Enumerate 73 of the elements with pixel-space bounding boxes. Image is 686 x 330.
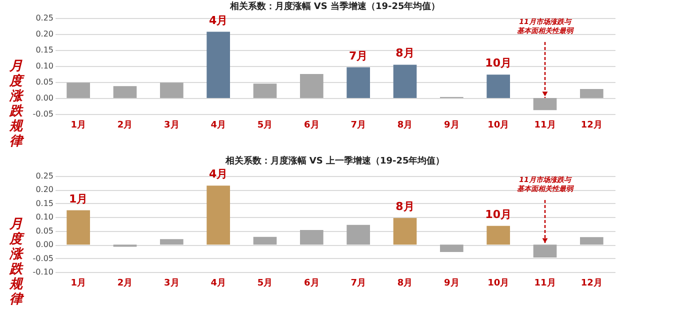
y-tick-label: 0.20 bbox=[36, 185, 54, 194]
y-tick-label: -0.05 bbox=[32, 110, 54, 118]
x-tick-label: 10月 bbox=[488, 278, 510, 288]
chart-title: 相关系数：月度涨幅 VS 当季增速（19-25年均值） bbox=[228, 1, 440, 12]
bar bbox=[393, 64, 417, 98]
y-tick-label: 0.00 bbox=[36, 240, 54, 250]
x-tick-label: 6月 bbox=[304, 278, 320, 288]
y-tick-label: 0.25 bbox=[36, 172, 54, 180]
y-tick-label: -0.10 bbox=[32, 268, 54, 276]
bar bbox=[346, 67, 370, 98]
bar bbox=[160, 82, 184, 98]
bar bbox=[66, 82, 90, 98]
annotation: 10月 bbox=[485, 208, 512, 221]
annotation: 4月 bbox=[209, 168, 228, 181]
y-tick-label: -0.05 bbox=[32, 254, 54, 263]
y-tick-label: 0.10 bbox=[36, 62, 54, 70]
annotation: 8月 bbox=[396, 200, 414, 213]
annotation: 4月 bbox=[209, 14, 228, 27]
x-tick-label: 12月 bbox=[580, 278, 602, 288]
bar bbox=[253, 236, 277, 245]
bar bbox=[533, 244, 557, 258]
x-tick-label: 7月 bbox=[350, 120, 366, 130]
bar bbox=[300, 230, 324, 245]
y-axis-title: 月度涨跌规律 bbox=[8, 217, 26, 307]
x-tick-label: 2月 bbox=[117, 278, 133, 288]
y-axis-title: 月度涨跌规律 bbox=[8, 59, 26, 149]
x-tick-label: 6月 bbox=[304, 120, 320, 130]
annotation: 1月 bbox=[69, 192, 88, 206]
bar bbox=[486, 74, 510, 98]
y-tick-label: 0.15 bbox=[36, 198, 54, 208]
bar bbox=[66, 210, 90, 245]
x-tick-label: 1月 bbox=[70, 120, 86, 130]
x-tick-label: 3月 bbox=[164, 278, 180, 288]
x-tick-label: 8月 bbox=[397, 278, 413, 288]
bar bbox=[346, 224, 370, 245]
x-tick-label: 5月 bbox=[257, 120, 273, 130]
bar bbox=[113, 86, 137, 98]
y-tick-label: 0.05 bbox=[36, 226, 54, 236]
bar bbox=[393, 218, 417, 245]
bar bbox=[253, 84, 277, 98]
x-tick-label: 4月 bbox=[210, 278, 226, 288]
annotation: 7月 bbox=[349, 49, 368, 62]
bar bbox=[486, 226, 510, 245]
x-tick-label: 7月 bbox=[350, 278, 366, 288]
x-tick-label: 11月 bbox=[534, 120, 556, 130]
x-tick-label: 9月 bbox=[444, 278, 460, 288]
bar bbox=[533, 98, 557, 110]
x-tick-label: 5月 bbox=[257, 278, 273, 288]
y-tick-label: 0.25 bbox=[36, 14, 54, 22]
y-tick-label: 0.15 bbox=[36, 46, 54, 54]
bar bbox=[160, 239, 184, 245]
y-tick-label: 0.05 bbox=[36, 78, 54, 86]
annotation: 8月 bbox=[396, 46, 414, 60]
x-tick-label: 9月 bbox=[444, 120, 460, 130]
x-tick-label: 1月 bbox=[70, 278, 86, 288]
y-tick-label: 0.20 bbox=[36, 30, 54, 38]
bar bbox=[300, 74, 324, 98]
x-tick-label: 12月 bbox=[580, 120, 602, 130]
chart-title: 相关系数：月度涨幅 VS 上一季增速（19-25年均值） bbox=[224, 156, 445, 167]
x-tick-label: 10月 bbox=[488, 120, 510, 130]
annotation: 10月 bbox=[485, 56, 512, 70]
y-tick-label: 0.10 bbox=[36, 212, 54, 222]
x-tick-label: 8月 bbox=[397, 120, 413, 130]
bar bbox=[206, 32, 230, 98]
x-tick-label: 3月 bbox=[164, 120, 180, 130]
y-tick-label: 0.00 bbox=[36, 94, 54, 102]
bar bbox=[206, 186, 230, 245]
x-tick-label: 11月 bbox=[534, 278, 556, 288]
bar bbox=[440, 244, 464, 252]
bar bbox=[580, 89, 604, 98]
bar bbox=[580, 237, 604, 245]
x-tick-label: 2月 bbox=[117, 120, 133, 130]
x-tick-label: 4月 bbox=[210, 120, 226, 130]
